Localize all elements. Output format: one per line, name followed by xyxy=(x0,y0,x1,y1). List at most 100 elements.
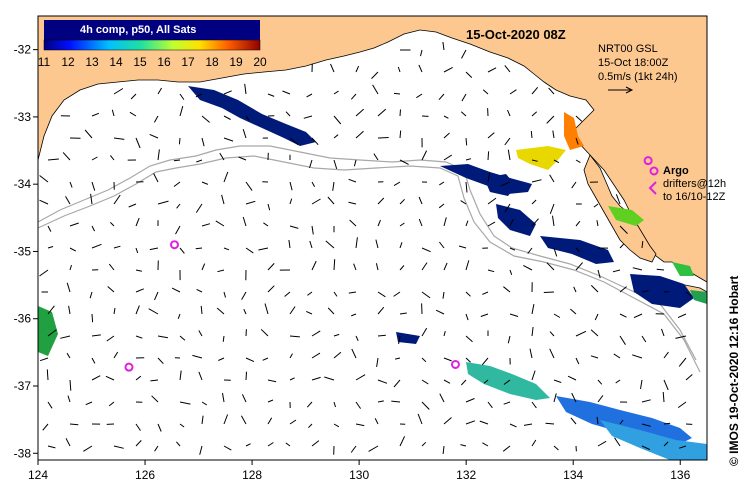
x-tick-label: 128 xyxy=(242,468,262,482)
x-tick-label: 132 xyxy=(456,468,476,482)
current-vector xyxy=(640,379,643,389)
current-vector xyxy=(619,243,624,249)
current-vector xyxy=(47,158,59,161)
current-vector xyxy=(612,269,621,273)
argo-float-marker xyxy=(643,156,653,166)
current-vector xyxy=(373,153,379,161)
current-vector xyxy=(199,445,203,455)
current-vector xyxy=(685,374,693,381)
current-vector xyxy=(531,159,538,162)
y-tick-label: -32 xyxy=(14,43,32,57)
current-vector xyxy=(487,401,493,409)
current-vector xyxy=(435,309,445,315)
x-tick-label: 124 xyxy=(28,468,48,482)
current-vector xyxy=(201,401,208,406)
current-vector xyxy=(397,66,401,73)
current-vector xyxy=(443,330,446,337)
current-vector xyxy=(65,438,71,447)
current-vector xyxy=(157,423,162,432)
current-vector xyxy=(289,419,297,425)
current-vector xyxy=(487,221,496,227)
current-vector xyxy=(91,313,94,323)
current-vector xyxy=(154,445,159,452)
current-vector xyxy=(421,357,427,363)
current-vector xyxy=(333,351,342,359)
current-vector xyxy=(487,197,497,205)
current-vector xyxy=(350,445,357,453)
current-vector xyxy=(311,198,321,205)
current-vector xyxy=(355,65,360,73)
current-vector xyxy=(421,401,430,410)
current-vector xyxy=(179,335,186,341)
current-vector xyxy=(289,225,299,229)
current-vector xyxy=(245,181,253,191)
current-vector xyxy=(594,313,599,321)
current-vector xyxy=(614,437,621,447)
current-vector xyxy=(418,196,423,205)
current-vector xyxy=(509,269,513,275)
current-vector xyxy=(545,422,555,425)
current-vector xyxy=(285,442,291,447)
current-vector xyxy=(108,263,115,271)
current-vector xyxy=(399,109,401,117)
current-vector xyxy=(91,375,101,381)
current-vector xyxy=(663,441,669,447)
current-vector xyxy=(39,357,49,362)
current-vector xyxy=(333,259,336,271)
current-vector xyxy=(661,328,665,337)
current-vector xyxy=(267,399,274,403)
current-vector xyxy=(135,247,139,254)
current-vector xyxy=(221,194,225,205)
current-vector xyxy=(289,335,300,338)
current-vector xyxy=(157,149,160,161)
current-vector xyxy=(176,203,181,209)
current-vector xyxy=(308,423,313,429)
current-vector xyxy=(355,108,365,117)
current-vector xyxy=(324,376,335,381)
y-axis: -32 -33 -34 -35 -36 -37 -38 xyxy=(14,43,38,460)
current-vector xyxy=(135,137,141,149)
current-vector xyxy=(479,420,489,425)
current-vector xyxy=(509,247,516,251)
y-tick-label: -34 xyxy=(14,177,32,191)
current-vector xyxy=(39,199,49,205)
current-vector xyxy=(135,288,144,293)
current-vector xyxy=(171,287,181,293)
current-vector xyxy=(307,291,313,296)
current-vector xyxy=(223,115,231,120)
colorbar-tick-label: 17 xyxy=(181,55,195,69)
current-vector xyxy=(399,159,409,165)
current-vector xyxy=(47,445,56,449)
current-vector xyxy=(68,305,71,315)
current-vector xyxy=(465,313,469,321)
current-vector xyxy=(263,222,269,227)
current-vector xyxy=(465,357,471,363)
current-vector xyxy=(267,379,277,383)
current-vector xyxy=(460,444,467,447)
isobath-line xyxy=(38,155,701,373)
current-vector xyxy=(47,401,53,409)
colorbar-tick-label: 13 xyxy=(85,55,99,69)
current-vector xyxy=(242,216,247,227)
current-vector xyxy=(113,194,121,205)
current-vector xyxy=(333,333,340,337)
current-vector xyxy=(613,353,621,359)
current-vector xyxy=(244,83,247,95)
current-vector xyxy=(200,305,203,315)
current-vector xyxy=(442,41,445,51)
current-vector xyxy=(39,175,49,183)
current-vector xyxy=(641,290,649,293)
current-vector xyxy=(218,357,225,361)
current-vector xyxy=(284,291,291,297)
current-vector xyxy=(371,71,379,79)
current-vector xyxy=(113,88,124,95)
current-vector xyxy=(241,394,247,403)
current-vector xyxy=(309,240,313,249)
current-vector xyxy=(443,262,448,271)
current-vector xyxy=(372,84,379,95)
current-vector xyxy=(201,263,206,271)
current-vector xyxy=(663,422,671,425)
current-vector xyxy=(482,442,489,447)
current-vector xyxy=(285,111,291,117)
y-tick-label: -35 xyxy=(14,244,32,258)
